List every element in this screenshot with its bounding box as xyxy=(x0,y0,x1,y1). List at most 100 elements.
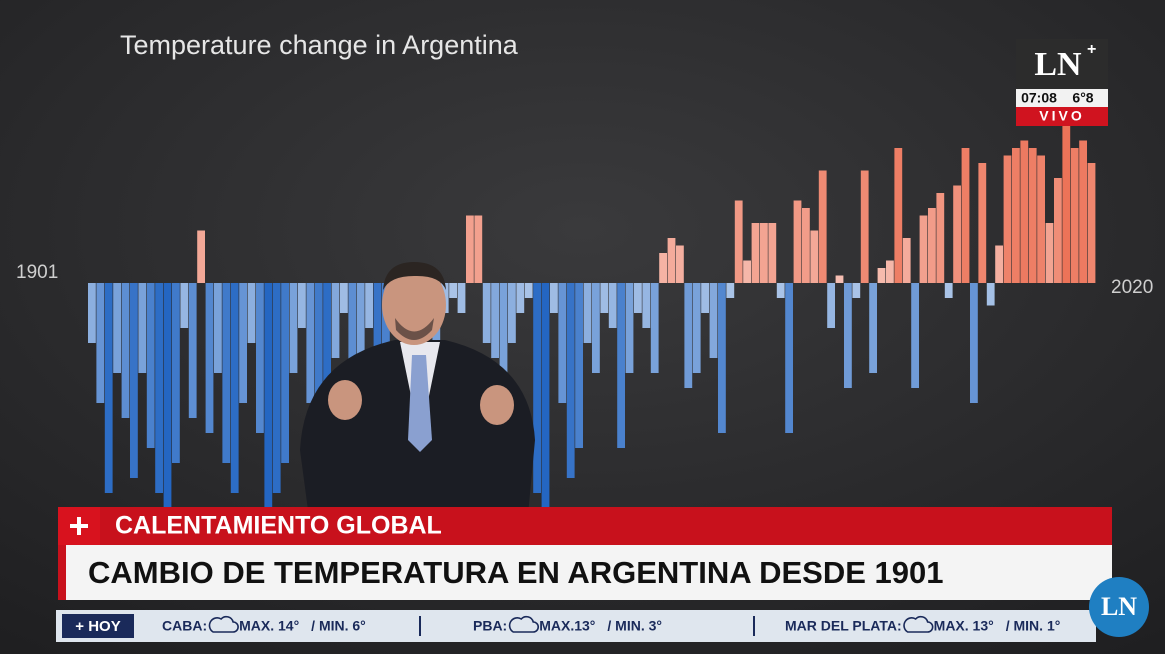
weather-ticker: + HOY CABA: MAX. 14° / MIN. 6° PBA: MAX.13° /… xyxy=(56,610,1096,642)
bar xyxy=(785,283,793,433)
topic-tag: CALENTAMIENTO GLOBAL xyxy=(115,512,442,540)
ticker-min: / MIN. 6° xyxy=(311,618,366,634)
bar xyxy=(583,283,592,343)
bar xyxy=(180,283,189,328)
bar xyxy=(138,283,147,373)
bar xyxy=(331,283,340,358)
bar xyxy=(1028,148,1037,283)
logo-plus: + xyxy=(1087,41,1096,58)
bar xyxy=(886,260,894,283)
bar xyxy=(902,238,911,283)
ticker-max: MAX.13° xyxy=(539,618,595,634)
bar xyxy=(550,283,558,313)
bar xyxy=(298,283,306,328)
bar xyxy=(130,283,138,478)
bar xyxy=(264,283,273,508)
ticker-min: / MIN. 1° xyxy=(1006,618,1061,634)
bar xyxy=(844,283,852,388)
bar xyxy=(818,170,827,283)
bar xyxy=(659,253,667,283)
bar xyxy=(1003,155,1012,283)
bar xyxy=(978,163,987,283)
bar xyxy=(356,283,365,373)
bar xyxy=(835,275,844,283)
bar xyxy=(474,215,483,283)
bar xyxy=(894,148,903,283)
bar xyxy=(348,283,357,418)
bar xyxy=(617,283,625,448)
bar xyxy=(625,283,634,373)
bar xyxy=(113,283,121,373)
chart-title: Temperature change in Argentina xyxy=(120,30,519,60)
weather-icon xyxy=(508,615,539,633)
ticker-city: PBA: xyxy=(473,618,507,634)
bar xyxy=(230,283,239,493)
ticker-city: CABA: xyxy=(162,618,207,634)
ticker-max: MAX. 13° xyxy=(934,618,994,634)
bar xyxy=(1020,140,1029,283)
bar xyxy=(121,283,130,418)
ticker-label: + HOY xyxy=(75,618,120,635)
bar xyxy=(860,170,869,283)
bar xyxy=(516,283,525,313)
bar xyxy=(289,283,298,373)
corner-logo: LN xyxy=(1101,592,1137,621)
bar xyxy=(650,283,659,373)
bar xyxy=(944,283,953,298)
corner-logo-badge xyxy=(1089,577,1149,637)
bar xyxy=(1054,178,1062,283)
bar xyxy=(961,148,970,283)
bar xyxy=(802,208,810,283)
temperature: 6°8 xyxy=(1072,90,1093,106)
bar xyxy=(163,283,172,508)
bar xyxy=(810,230,819,283)
bar xyxy=(449,283,457,298)
bar xyxy=(734,200,743,283)
bar xyxy=(718,283,726,433)
live-badge: VIVO xyxy=(1039,108,1084,124)
bar xyxy=(482,283,491,343)
bar xyxy=(684,283,693,388)
bar xyxy=(793,200,802,283)
bar xyxy=(524,283,533,298)
bar xyxy=(592,283,600,373)
bar xyxy=(995,245,1003,283)
bar xyxy=(272,283,281,493)
bar xyxy=(239,283,247,403)
bar xyxy=(827,283,835,328)
bar xyxy=(953,185,961,283)
bar xyxy=(642,283,651,328)
bar xyxy=(205,283,214,433)
ticker-min: / MIN. 3° xyxy=(607,618,662,634)
bar xyxy=(692,283,701,373)
bar xyxy=(247,283,256,343)
bar xyxy=(281,283,289,463)
logo-brand: LN xyxy=(1034,46,1082,83)
bar xyxy=(575,283,583,448)
bar xyxy=(457,283,466,313)
bar xyxy=(676,245,684,283)
bar xyxy=(760,223,768,283)
bar xyxy=(701,283,709,313)
bar xyxy=(1037,155,1045,283)
bar xyxy=(340,283,348,313)
bar xyxy=(877,268,886,283)
bar xyxy=(776,283,785,298)
bar xyxy=(146,283,155,448)
bar xyxy=(96,283,105,403)
headline: CAMBIO DE TEMPERATURA EN ARGENTINA DESDE… xyxy=(88,555,943,590)
bar xyxy=(911,283,919,388)
bar xyxy=(986,283,995,306)
ticker-city: MAR DEL PLATA: xyxy=(785,618,902,634)
bar xyxy=(709,283,718,358)
end-year: 2020 xyxy=(1111,277,1153,298)
channel-logo: LN + 07:08 6°8 VIVO xyxy=(1016,39,1108,126)
bar xyxy=(188,283,197,418)
clock: 07:08 xyxy=(1021,90,1057,106)
bar xyxy=(1087,163,1096,283)
bar xyxy=(466,215,474,283)
bar xyxy=(256,283,264,433)
bar xyxy=(558,283,567,403)
bar xyxy=(869,283,877,373)
